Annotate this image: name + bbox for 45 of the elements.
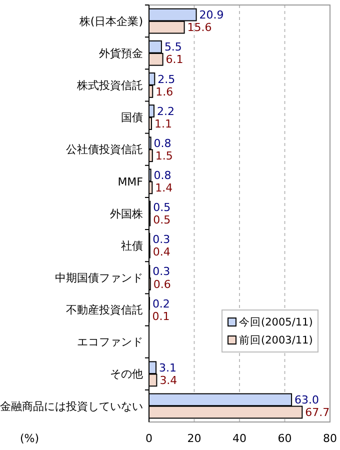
data-label: 0.3 [152,265,170,278]
x-tick-label: 20 [187,432,202,445]
data-label: 2.5 [158,72,176,86]
y-tick-label: 国債 [121,111,143,124]
data-label: 0.2 [152,297,170,310]
y-tick-label: MMF [118,175,143,188]
data-label: 1.4 [155,182,173,195]
y-tick-label: エコファンド [77,336,143,349]
data-label: 3.4 [160,374,178,387]
y-tick-label: 公社債投資信託 [66,143,143,156]
data-label: 1.6 [156,85,174,98]
data-label: 0.1 [152,310,170,323]
data-label: 6.1 [166,53,184,66]
legend-label: 前回(2003/11) [239,334,313,347]
y-tick-label: 外貨預金 [99,46,143,60]
data-label: 0.5 [153,214,171,227]
data-label: 5.5 [164,40,182,54]
data-label: 20.9 [199,8,224,22]
data-label: 0.8 [154,136,172,150]
data-label: 2.2 [156,104,174,118]
data-label: 0.8 [154,169,172,182]
data-label: 63.0 [294,394,320,407]
data-label: 0.3 [152,233,170,246]
y-tick-label: 金融商品には投資していない [0,400,143,413]
x-tick-label: 40 [232,432,246,445]
data-label: 1.5 [155,149,173,162]
y-tick-label: 中期国債ファンド [55,272,143,285]
y-tick-label: その他 [110,368,143,381]
data-label: 3.1 [159,361,177,374]
data-label: 1.1 [154,117,172,130]
y-tick-label: 社債 [121,239,143,252]
x-axis-title: (%) [20,432,40,445]
data-label: 0.5 [153,201,171,214]
data-label: 0.6 [153,278,171,291]
data-label: 67.7 [305,406,330,420]
x-tick-label: 60 [278,432,292,445]
x-tick-label: 80 [323,432,337,445]
data-label: 0.4 [152,246,170,259]
y-tick-label: 株式投資信託 [76,79,143,92]
legend-label: 今回(2005/11) [239,316,313,329]
data-label: 15.6 [187,21,212,34]
x-tick-label: 0 [146,432,152,445]
y-tick-label: 株(日本企業) [78,14,143,28]
y-tick-label: 不動産投資信託 [66,304,143,317]
y-tick-label: 外国株 [110,207,143,220]
